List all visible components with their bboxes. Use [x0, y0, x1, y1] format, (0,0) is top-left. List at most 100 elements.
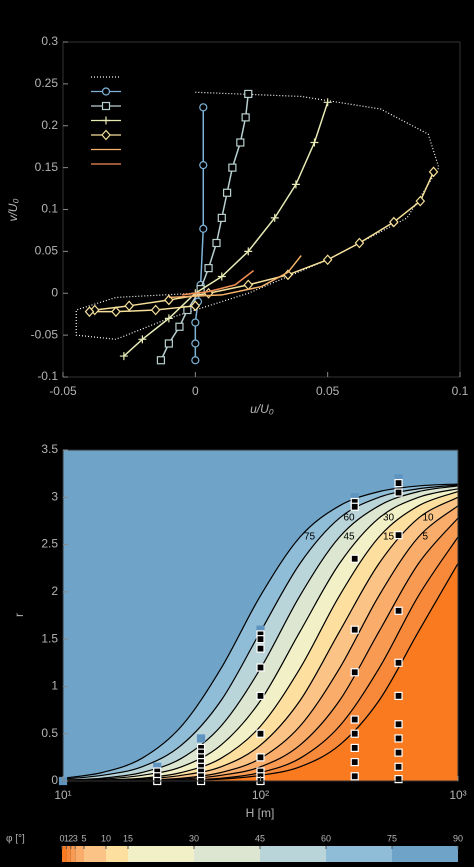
colorbar-tick-label: 2 — [68, 833, 73, 843]
contour-label: 30 — [383, 513, 395, 524]
marker — [164, 294, 174, 306]
marker — [164, 339, 173, 348]
y-tick-label: 0.1 — [41, 202, 58, 216]
contour-label: 45 — [344, 532, 356, 543]
y-tick-label: 0.3 — [41, 34, 58, 48]
x-tick-label: -0.05 — [49, 384, 77, 398]
series-line — [123, 102, 329, 357]
marker — [310, 138, 319, 147]
x-axis-label: H [m] — [246, 806, 275, 820]
marker — [204, 264, 213, 273]
colorbar-segment — [84, 846, 106, 862]
contour-label: 3 — [462, 513, 468, 524]
marker — [84, 306, 95, 318]
colorbar-tick-label: 15 — [123, 833, 133, 843]
marker — [156, 356, 166, 365]
colorbar-tick-label: 5 — [81, 833, 86, 843]
marker — [394, 775, 403, 784]
marker — [150, 304, 161, 316]
legend-marker — [101, 87, 111, 96]
colorbar-tick-label: 45 — [255, 833, 265, 843]
y-tick-label: 0.25 — [35, 76, 59, 90]
colorbar-label: φ [°] — [6, 834, 25, 845]
marker — [350, 757, 359, 767]
contour-label: 75 — [304, 532, 316, 543]
marker — [217, 272, 226, 281]
colorbar-tick-label: 10 — [101, 833, 111, 843]
series-line — [182, 270, 255, 296]
y-tick-label: 0 — [51, 773, 58, 787]
x-tick-label: 10³ — [449, 788, 466, 802]
marker — [175, 322, 184, 331]
marker — [350, 715, 359, 724]
y-tick-label: 2 — [51, 584, 58, 598]
marker — [191, 318, 200, 327]
marker — [354, 237, 365, 249]
y-axis-label: r — [12, 613, 26, 617]
y-tick-label: -0.05 — [31, 327, 59, 341]
marker — [138, 335, 147, 344]
y-tick-label: 2.5 — [41, 537, 58, 551]
colorbar-tick-label: 75 — [387, 833, 397, 843]
x-tick-label: 10² — [252, 788, 269, 802]
contour-label: 2 — [462, 532, 468, 543]
marker — [394, 720, 403, 729]
contour-line — [62, 517, 459, 782]
marker — [322, 254, 333, 266]
marker — [394, 606, 403, 615]
colorbar-tick-label: 90 — [453, 833, 463, 843]
marker — [191, 339, 200, 348]
marker — [119, 352, 128, 361]
marker — [256, 753, 265, 762]
y-tick-label: 3 — [51, 489, 58, 503]
x-tick-label: 0.05 — [316, 384, 340, 398]
colorbar-tick-label: 60 — [321, 833, 331, 843]
marker — [199, 161, 208, 170]
marker — [394, 734, 403, 743]
y-tick-label: 3.5 — [41, 442, 58, 456]
marker — [256, 635, 265, 644]
x-tick-label: 0.1 — [452, 384, 469, 398]
contour-line — [62, 483, 459, 779]
marker — [199, 103, 208, 112]
colorbar-segment — [106, 846, 128, 862]
marker — [350, 502, 359, 511]
y-tick-label: 0.05 — [35, 244, 59, 258]
marker — [389, 216, 399, 228]
colorbar-segment — [70, 846, 76, 862]
x-tick-label: 0 — [192, 384, 199, 398]
contour-label: 1 — [462, 558, 468, 569]
colorbar-tick-label: 30 — [189, 833, 199, 843]
marker — [350, 772, 359, 781]
marker — [196, 734, 206, 743]
colorbar-segment — [392, 846, 458, 862]
x-axis-label: u/U₀ — [250, 402, 274, 416]
marker — [394, 748, 403, 757]
marker — [191, 356, 200, 365]
colorbar-segment — [194, 846, 260, 862]
legend-marker — [101, 129, 111, 141]
colorbar-segment — [260, 846, 326, 862]
contour-band — [63, 537, 458, 782]
marker — [124, 300, 134, 312]
contour-line — [62, 491, 459, 782]
marker — [212, 238, 221, 248]
contour-line — [62, 496, 459, 782]
marker — [199, 224, 208, 233]
y-tick-label: 0 — [51, 285, 58, 299]
y-tick-label: 0.5 — [41, 726, 58, 740]
marker — [228, 163, 237, 172]
marker — [394, 691, 403, 700]
marker — [241, 113, 250, 122]
marker — [394, 531, 403, 540]
contour-label: 5 — [423, 532, 429, 543]
marker — [428, 166, 439, 178]
series-line — [75, 91, 440, 340]
marker — [190, 300, 201, 312]
contour-label: 10 — [423, 513, 435, 524]
colorbar-segment — [326, 846, 392, 862]
x-tick-label: 10¹ — [54, 788, 71, 802]
colorbar-segment — [128, 846, 194, 862]
